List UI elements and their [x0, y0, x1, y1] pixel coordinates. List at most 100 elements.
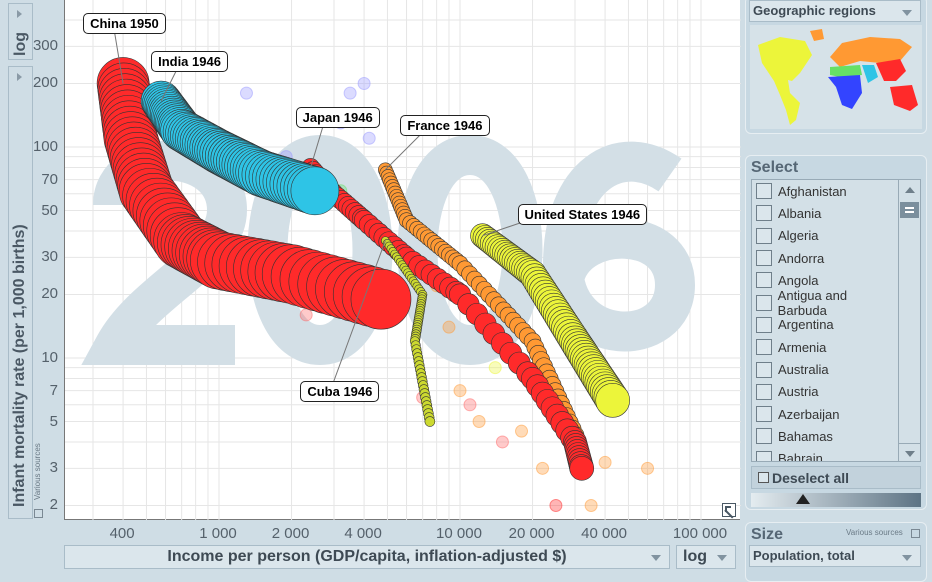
chevron-down-icon	[902, 555, 912, 561]
x-scale-dropdown[interactable]: log	[676, 545, 736, 569]
country-item[interactable]: Azerbaijan	[752, 403, 897, 425]
checkbox[interactable]	[756, 450, 772, 461]
trail-label[interactable]: France 1946	[400, 114, 490, 136]
country-name: Argentina	[778, 317, 834, 333]
y-tick-label: 10	[41, 349, 58, 366]
watermark-digit	[397, 134, 543, 366]
country-name: Albania	[778, 205, 822, 221]
x-axis-title: Income per person (GDP/capita, inflation…	[167, 548, 567, 565]
select-title: Select	[751, 159, 799, 176]
country-item[interactable]: Albania	[752, 202, 897, 224]
country-list[interactable]: Afghanistan Albania Algeria Andorra Angola An…	[751, 179, 921, 462]
y-scale-dropdown[interactable]: log	[8, 3, 33, 60]
country-item[interactable]: Bahamas	[752, 425, 897, 447]
grip-line	[905, 207, 914, 209]
checkbox[interactable]	[756, 383, 772, 400]
y-tick-label: 20	[41, 285, 58, 303]
country-item[interactable]: Angola	[752, 269, 897, 291]
country-bubble	[641, 461, 655, 475]
trail-label[interactable]: Japan 1946	[295, 107, 380, 129]
y-tick-label: 30	[41, 248, 58, 266]
scrollbar[interactable]	[898, 180, 920, 461]
color-dropdown[interactable]: Geographic regions	[749, 0, 921, 22]
y-tick-label: 70	[41, 170, 58, 188]
country-item[interactable]: Algeria	[752, 225, 897, 247]
y-indicator-dropdown[interactable]: Infant mortality rate (per 1,000 births)	[8, 66, 33, 519]
country-item[interactable]: Australia	[752, 358, 897, 380]
trail-label[interactable]: India 1946	[151, 51, 228, 73]
scroll-thumb[interactable]	[900, 202, 919, 218]
table-icon[interactable]	[911, 529, 920, 538]
checkbox[interactable]	[756, 183, 772, 200]
country-item[interactable]: Andorra	[752, 247, 897, 269]
country-name: Bahrain	[778, 451, 823, 462]
country-bubble	[598, 455, 612, 469]
expand-icon[interactable]	[722, 503, 736, 519]
checkbox[interactable]	[756, 272, 772, 289]
x-tick-label: 400	[109, 525, 135, 542]
watermark-digit-shape	[397, 134, 543, 366]
checkbox[interactable]	[756, 339, 772, 356]
chevron-down-icon	[717, 555, 727, 561]
trail-bubble	[350, 268, 412, 330]
country-item[interactable]: Argentina	[752, 314, 897, 336]
y-source: Various sources	[33, 443, 42, 500]
trail-bubble	[290, 166, 340, 216]
checkbox[interactable]	[756, 227, 772, 244]
triangle-icon	[17, 10, 22, 18]
checkbox[interactable]	[756, 205, 772, 222]
checkbox[interactable]	[756, 428, 772, 445]
opacity-slider[interactable]	[751, 493, 921, 507]
chart-plot-area[interactable]: China 1950 India 1946 Japan 1946 France 194…	[64, 0, 741, 520]
chevron-down-icon	[902, 10, 912, 16]
country-bubble	[536, 461, 550, 475]
scroll-up-icon[interactable]	[904, 187, 915, 193]
checkbox[interactable]	[756, 294, 772, 311]
country-item[interactable]: Austria	[752, 381, 897, 403]
country-item[interactable]: Bahrain	[752, 448, 897, 462]
trail-label[interactable]: China 1950	[83, 13, 166, 35]
x-indicator-dropdown[interactable]: Income per person (GDP/capita, inflation…	[64, 545, 670, 569]
x-tick-label: 10 000	[436, 525, 482, 542]
country-bubble	[488, 361, 502, 375]
expand-arrow-shape	[725, 506, 731, 512]
deselect-all-label: Deselect all	[772, 469, 850, 486]
slider-handle[interactable]	[796, 494, 810, 504]
trail-label[interactable]: United States 1946	[517, 203, 648, 225]
country-name: Bahamas	[778, 428, 833, 444]
country-item[interactable]: Armenia	[752, 336, 897, 358]
country-name: Angola	[778, 272, 819, 288]
country-item[interactable]: Afghanistan	[752, 180, 897, 202]
size-panel: Size Various sources Population, total	[745, 522, 927, 582]
select-panel: Select Afghanistan Albania Algeria Andorra A…	[745, 155, 927, 510]
scroll-down-button[interactable]	[899, 443, 920, 461]
color-dropdown-label: Geographic regions	[753, 3, 876, 18]
x-tick-label: 100 000	[672, 525, 728, 542]
y-tick-label: 50	[41, 201, 58, 219]
checkbox[interactable]	[756, 406, 772, 423]
trail-bubble	[424, 416, 436, 427]
country-bubble	[239, 86, 253, 100]
deselect-all-button[interactable]: Deselect all	[751, 466, 921, 489]
x-tick-label: 20 000	[508, 525, 555, 542]
checkbox[interactable]	[756, 316, 772, 333]
country-name: Antigua and Barbuda	[777, 287, 848, 318]
watermark-digit	[542, 141, 696, 352]
x-tick-label: 1 000	[199, 525, 237, 542]
country-name: Algeria	[778, 228, 819, 244]
country-bubble	[463, 398, 477, 412]
country-item[interactable]: Antigua and Barbuda	[752, 288, 897, 318]
size-dropdown[interactable]: Population, total	[749, 545, 921, 567]
country-name: Afghanistan	[778, 183, 847, 199]
checkbox[interactable]	[756, 361, 772, 378]
size-dropdown-label: Population, total	[753, 548, 855, 563]
country-bubble	[515, 424, 529, 438]
checkbox[interactable]	[756, 250, 772, 267]
trail-label[interactable]: Cuba 1946	[300, 380, 380, 402]
size-title: Size	[751, 526, 784, 543]
scroll-down-icon	[904, 451, 915, 457]
x-tick-label: 40 000	[581, 525, 628, 542]
world-map[interactable]	[750, 25, 922, 129]
size-source: Various sources	[846, 528, 903, 537]
table-icon[interactable]	[34, 509, 43, 518]
